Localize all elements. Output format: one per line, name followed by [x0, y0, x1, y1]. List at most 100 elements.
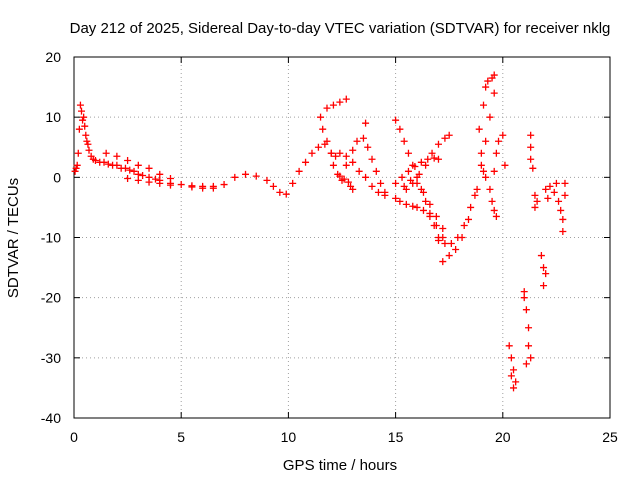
data-point — [488, 197, 496, 205]
data-point — [537, 252, 545, 260]
y-tick-label: 0 — [53, 169, 61, 185]
data-point — [139, 172, 147, 180]
y-tick-label: -30 — [41, 350, 61, 366]
data-point — [415, 170, 423, 178]
data-point — [134, 176, 142, 184]
data-point — [327, 149, 335, 157]
data-point — [531, 203, 539, 211]
data-point — [490, 89, 498, 97]
data-point — [542, 185, 550, 193]
data-point — [83, 137, 91, 145]
x-tick-label: 5 — [177, 429, 185, 445]
data-point — [276, 188, 284, 196]
data-point — [490, 71, 498, 79]
data-point — [546, 182, 554, 190]
data-point — [473, 185, 481, 193]
data-point — [282, 190, 290, 198]
data-point — [512, 378, 520, 386]
data-point — [289, 179, 297, 187]
data-point — [439, 234, 447, 241]
data-point — [480, 101, 488, 109]
data-point — [561, 179, 569, 187]
data-point — [422, 197, 430, 205]
data-point — [525, 324, 533, 332]
data-point — [113, 152, 121, 160]
data-point — [374, 188, 382, 196]
data-point — [319, 125, 327, 133]
x-tick-label: 0 — [70, 429, 78, 445]
data-point — [561, 191, 569, 199]
data-point — [490, 206, 498, 214]
data-point — [188, 183, 196, 191]
data-point — [525, 342, 533, 350]
data-point — [417, 158, 425, 166]
data-point — [349, 185, 357, 193]
data-point — [314, 143, 322, 151]
data-point — [145, 178, 153, 186]
data-point — [231, 173, 239, 181]
data-point — [398, 173, 406, 181]
data-point — [432, 221, 440, 229]
y-tick-label: -20 — [41, 290, 61, 306]
data-point — [407, 176, 415, 184]
data-point — [426, 200, 434, 208]
data-point — [520, 288, 528, 296]
data-point — [91, 156, 99, 164]
x-tick-label: 25 — [602, 429, 618, 445]
data-point — [364, 143, 372, 151]
data-point — [156, 170, 164, 178]
data-point — [342, 152, 350, 160]
data-point — [82, 131, 90, 139]
data-point — [392, 194, 400, 202]
data-point — [409, 202, 417, 210]
data-point — [332, 152, 340, 160]
x-axis-label: GPS time / hours — [283, 457, 397, 474]
data-point — [156, 179, 164, 187]
data-point — [134, 170, 142, 178]
data-point — [130, 167, 138, 175]
x-tick-label: 20 — [495, 429, 511, 445]
data-point — [355, 167, 363, 175]
data-point — [411, 163, 419, 171]
data-point — [362, 173, 370, 181]
data-point — [529, 164, 537, 172]
data-point — [445, 252, 453, 260]
data-point — [79, 116, 87, 124]
data-point — [349, 146, 357, 154]
data-point — [434, 140, 442, 148]
data-point — [336, 149, 344, 157]
data-point — [426, 212, 434, 220]
data-point — [492, 212, 500, 220]
data-point — [145, 164, 153, 172]
data-point — [458, 234, 466, 241]
data-point — [527, 155, 535, 163]
data-point — [177, 181, 185, 189]
data-point — [336, 172, 344, 180]
data-point — [344, 178, 352, 186]
data-point — [452, 246, 460, 254]
data-point — [439, 224, 447, 232]
data-point — [126, 166, 134, 174]
data-point — [323, 104, 331, 112]
data-point — [166, 175, 174, 183]
data-point — [559, 215, 567, 223]
data-point — [522, 360, 530, 368]
data-point — [392, 179, 400, 187]
data-point — [460, 221, 468, 229]
data-point — [124, 156, 132, 164]
x-tick-label: 10 — [281, 429, 297, 445]
data-point — [377, 179, 385, 187]
y-tick-label: 10 — [45, 109, 61, 125]
data-point — [81, 122, 89, 130]
data-point — [100, 158, 108, 166]
data-point — [85, 146, 93, 154]
data-point — [505, 342, 513, 350]
data-point — [102, 149, 110, 157]
data-point — [542, 270, 550, 278]
data-point — [419, 206, 427, 214]
data-point — [492, 149, 500, 157]
data-point — [477, 161, 485, 169]
data-point — [73, 161, 81, 169]
data-point — [396, 125, 404, 133]
data-point — [432, 212, 440, 220]
